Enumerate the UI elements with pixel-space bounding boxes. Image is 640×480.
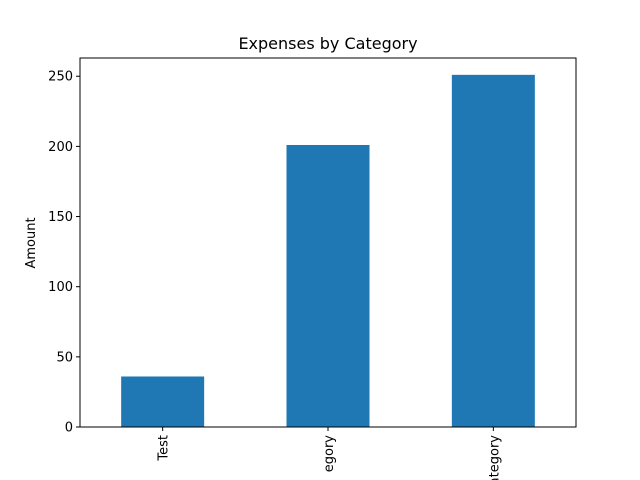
x-ticks-layer: Test egory ategory xyxy=(157,427,502,480)
chart-title: Expenses by Category xyxy=(238,34,417,53)
x-tick-label-1: egory xyxy=(322,435,337,473)
bars-layer xyxy=(121,74,535,428)
x-tick-label-2: ategory xyxy=(487,435,502,480)
y-axis-label: Amount xyxy=(24,217,39,268)
y-tick-label-5: 250 xyxy=(48,70,73,85)
y-tick-label-3: 150 xyxy=(48,210,73,225)
y-tick-label-2: 100 xyxy=(48,280,73,295)
y-tick-label-0: 0 xyxy=(65,421,73,436)
x-tick-label-0: Test xyxy=(157,435,172,462)
y-tick-label-1: 50 xyxy=(56,350,73,365)
plot-frame xyxy=(79,57,577,428)
bar-2 xyxy=(451,74,535,428)
y-tick-label-4: 200 xyxy=(48,140,73,155)
bar-0 xyxy=(121,376,205,427)
bar-1 xyxy=(286,144,370,427)
y-ticks-layer: 0 50 100 150 200 250 xyxy=(48,70,80,436)
